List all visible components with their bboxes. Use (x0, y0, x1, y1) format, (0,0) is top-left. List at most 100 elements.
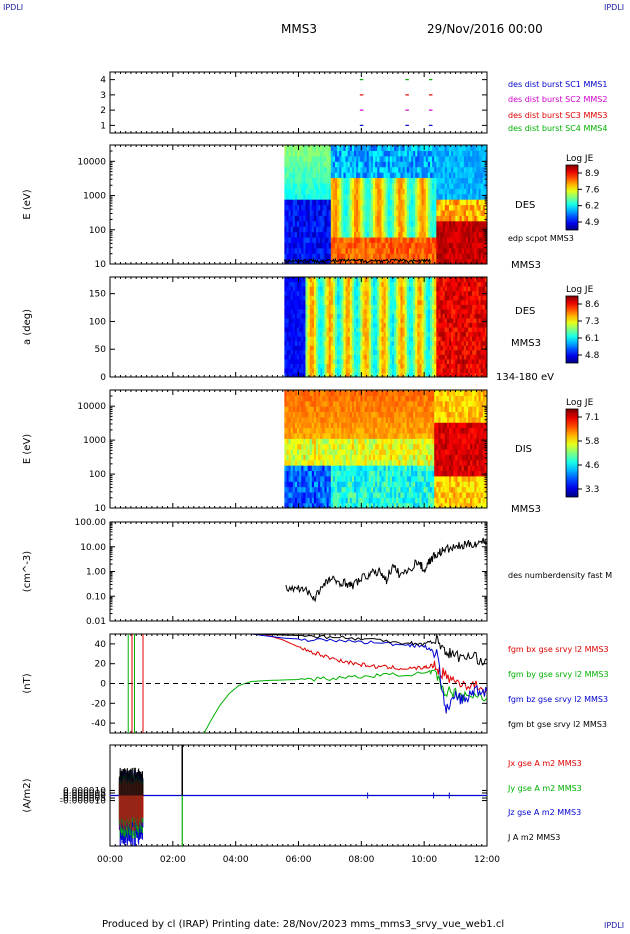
heatmap-cell (463, 322, 467, 328)
heatmap-cell (324, 349, 328, 355)
heatmap-cell (392, 281, 395, 287)
heatmap-cell (360, 199, 364, 206)
heatmap-cell (292, 166, 296, 173)
heatmap-cell (394, 299, 397, 305)
heatmap-cell (408, 354, 412, 360)
heatmap-cell (427, 161, 431, 168)
heatmap-cell (484, 188, 487, 195)
heatmap-cell (305, 349, 309, 355)
heatmap-cell (421, 209, 425, 216)
heatmap-cell (354, 304, 357, 310)
heatmap-cell (421, 313, 425, 319)
heatmap-cell (358, 345, 361, 351)
heatmap-cell (389, 358, 393, 364)
heatmap-cell (482, 281, 486, 287)
heatmap-cell (440, 322, 444, 328)
heatmap-cell (394, 242, 397, 249)
heatmap-cell (411, 172, 414, 179)
heatmap-cell (442, 354, 446, 360)
heatmap-cell (322, 155, 326, 162)
heatmap-cell (427, 193, 431, 200)
heatmap-cell (337, 438, 340, 445)
heatmap-cell (294, 286, 298, 292)
heatmap-cell (430, 247, 433, 254)
heatmap-cell (480, 322, 484, 328)
heatmap-cell (375, 150, 378, 157)
heatmap-cell (362, 322, 366, 328)
heatmap-cell (320, 281, 323, 287)
heatmap-cell (457, 331, 461, 337)
heatmap-cell (368, 209, 372, 216)
heatmap-cell (402, 177, 406, 184)
heatmap-cell (309, 459, 313, 466)
heatmap-cell (423, 220, 427, 227)
heatmap-cell (408, 182, 412, 189)
heatmap-cell (286, 299, 290, 305)
heatmap-cell (326, 331, 330, 337)
heatmap-cell (408, 193, 412, 200)
heatmap-cell (459, 161, 463, 168)
heatmap-cell (339, 145, 342, 152)
heatmap-cell (341, 177, 345, 184)
heatmap-cell (474, 372, 478, 377)
heatmap-cell (459, 253, 463, 260)
heatmap-cell (461, 354, 465, 360)
heatmap-cell (286, 367, 290, 374)
heatmap-cell (316, 481, 319, 488)
heatmap-cell (337, 443, 340, 450)
heatmap-cell (480, 286, 484, 292)
heatmap-cell (434, 177, 437, 184)
heatmap-cell (313, 354, 317, 360)
heatmap-cell (286, 502, 290, 508)
heatmap-cell (373, 358, 376, 364)
heatmap-cell (465, 166, 469, 173)
heatmap-cell (392, 172, 395, 179)
heatmap-cell (311, 322, 315, 328)
heatmap-cell (305, 193, 309, 200)
heatmap-cell (322, 193, 326, 200)
heatmap-cell (438, 220, 442, 227)
heatmap-cell (354, 277, 357, 283)
heatmap-cell (404, 193, 408, 200)
heatmap-cell (326, 395, 330, 402)
heatmap-cell (408, 145, 412, 152)
heatmap-cell (396, 155, 399, 162)
heatmap-cell (402, 215, 406, 222)
heatmap-cell (436, 172, 440, 179)
heatmap-cell (470, 253, 473, 260)
heatmap-cell (318, 443, 321, 450)
heatmap-cell (288, 317, 292, 324)
heatmap-cell (468, 166, 471, 173)
heatmap-cell (427, 336, 431, 342)
heatmap-cell (375, 209, 378, 216)
heatmap-cell (313, 308, 317, 314)
heatmap-cell (335, 317, 338, 324)
heatmap-cell (324, 367, 328, 374)
heatmap-cell (366, 367, 370, 374)
heatmap-cell (434, 188, 437, 195)
heatmap-cell (356, 188, 359, 195)
heatmap-cell (444, 363, 448, 369)
heatmap-cell (415, 166, 418, 173)
heatmap-cell (326, 465, 330, 472)
heatmap-cell (299, 400, 302, 407)
heatmap-cell (387, 295, 391, 301)
heatmap-cell (322, 308, 326, 314)
heatmap-cell (313, 372, 317, 377)
heatmap-cell (459, 182, 463, 189)
heatmap-cell (417, 247, 421, 254)
heatmap-cell (442, 253, 446, 260)
heatmap-cell (337, 161, 340, 168)
heatmap-cell (398, 226, 402, 233)
heatmap-cell (328, 502, 332, 508)
heatmap-cell (313, 236, 317, 243)
heatmap-cell (463, 188, 467, 195)
heatmap-cell (470, 166, 473, 173)
heatmap-cell (423, 340, 427, 346)
heatmap-cell (360, 242, 364, 249)
heatmap-cell (440, 317, 444, 324)
heatmap-cell (419, 166, 423, 173)
heatmap-cell (343, 432, 347, 439)
heatmap-cell (364, 145, 368, 152)
heatmap-cell (297, 481, 300, 488)
